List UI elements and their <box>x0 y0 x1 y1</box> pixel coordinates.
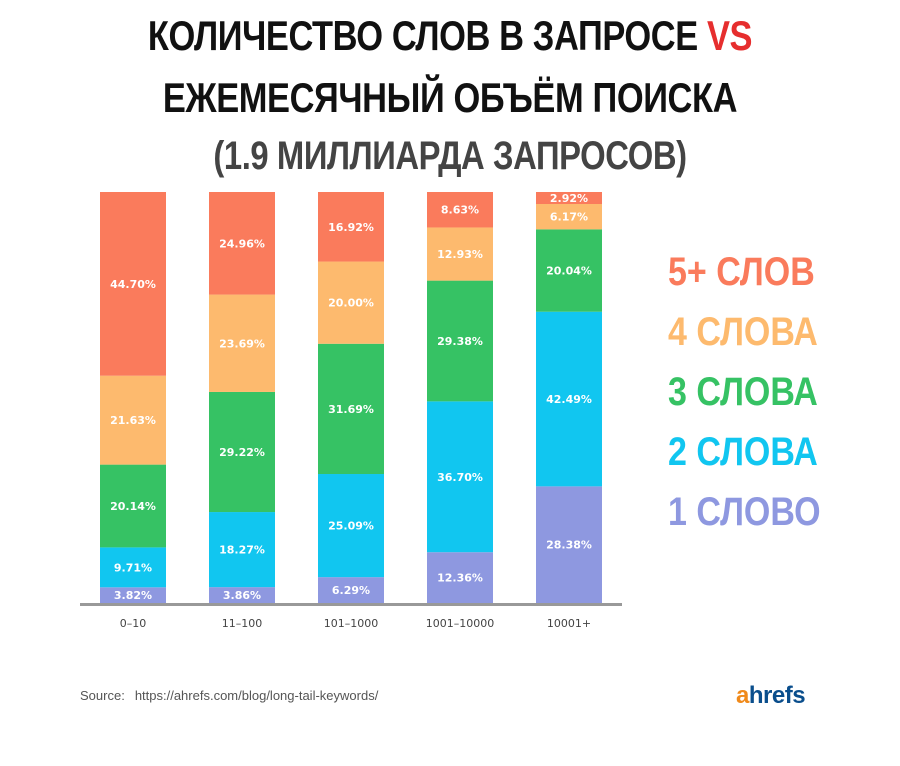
x-tick-label: 101–1000 <box>324 617 379 630</box>
data-label: 18.27% <box>219 544 265 557</box>
x-tick-label: 10001+ <box>547 617 591 630</box>
ahrefs-logo: ahrefs <box>736 682 806 710</box>
data-label: 6.29% <box>332 584 370 597</box>
data-label: 31.69% <box>328 403 374 416</box>
legend-item: 1 СЛОВО <box>668 490 821 534</box>
x-tick-label: 1001–10000 <box>426 617 495 630</box>
logo-text: hrefs <box>748 682 806 709</box>
legend-item: 4 СЛОВА <box>668 310 818 354</box>
bar-segment <box>427 280 493 402</box>
data-label: 12.36% <box>437 572 483 585</box>
legend-item: 3 СЛОВА <box>668 370 818 414</box>
chart-subtitle: (1.9 МИЛЛИАРДА ЗАПРОСОВ) <box>213 134 687 178</box>
legend-item: 5+ СЛОВ <box>668 250 815 294</box>
bar-segment <box>318 474 384 578</box>
source-note: Source: https://ahrefs.com/blog/long-tail… <box>80 688 378 703</box>
bar-segment <box>536 229 602 312</box>
bar-segment <box>536 204 602 230</box>
bar-segment <box>209 391 275 513</box>
data-label: 21.63% <box>110 414 156 427</box>
data-label: 3.82% <box>114 589 152 602</box>
bar-segment <box>427 552 493 603</box>
data-label: 36.70% <box>437 471 483 484</box>
title-vs: VS <box>706 12 753 59</box>
data-label: 20.14% <box>110 500 156 513</box>
bar-segment <box>318 343 384 475</box>
title-prefix: КОЛИЧЕСТВО СЛОВ В ЗАПРОСЕ <box>147 12 707 59</box>
bar-segment <box>427 227 493 281</box>
source-url[interactable]: https://ahrefs.com/blog/long-tail-keywor… <box>134 688 379 703</box>
bar-segment <box>100 587 166 603</box>
bar-segment <box>100 192 166 376</box>
bar-segment <box>536 311 602 487</box>
data-label: 29.38% <box>437 335 483 348</box>
bar-segment <box>209 192 275 295</box>
data-label: 8.63% <box>441 204 479 217</box>
legend-item: 2 СЛОВА <box>668 430 818 474</box>
x-tick-label: 0–10 <box>120 617 147 630</box>
bar-segment <box>209 587 275 603</box>
bar-segment <box>318 261 384 344</box>
data-label: 28.38% <box>546 539 592 552</box>
bar-segment <box>100 547 166 588</box>
bar-segment <box>100 464 166 548</box>
data-label: 42.49% <box>546 393 592 406</box>
bar-segment <box>536 192 602 205</box>
data-label: 9.71% <box>114 561 152 574</box>
data-label: 44.70% <box>110 278 156 291</box>
source-label: Source: <box>80 688 125 703</box>
bar-segment <box>209 294 275 392</box>
data-label: 12.93% <box>437 248 483 261</box>
data-label: 3.86% <box>223 589 261 602</box>
data-label: 29.22% <box>219 446 265 459</box>
chart-title-line-1: КОЛИЧЕСТВО СЛОВ В ЗАПРОСЕ VS <box>81 12 819 60</box>
bar-segment <box>427 192 493 228</box>
data-label: 25.09% <box>328 520 374 533</box>
data-label: 23.69% <box>219 337 265 350</box>
data-label: 2.92% <box>550 192 588 205</box>
chart-legend: 5+ СЛОВ 4 СЛОВА 3 СЛОВА 2 СЛОВА 1 СЛОВО <box>668 250 847 550</box>
bar-segment <box>318 192 384 262</box>
bar-segment <box>427 401 493 553</box>
chart-title-line-2: ЕЖЕМЕСЯЧНЫЙ ОБЪЁМ ПОИСКА <box>162 74 738 121</box>
logo-letter-a: a <box>736 682 749 709</box>
bar-segment <box>536 486 602 603</box>
bar-segment <box>318 577 384 603</box>
data-label: 16.92% <box>328 221 374 234</box>
bar-segment <box>209 512 275 588</box>
bar-segment <box>100 375 166 465</box>
data-label: 6.17% <box>550 211 588 224</box>
data-label: 20.04% <box>546 265 592 278</box>
data-label: 24.96% <box>219 237 265 250</box>
data-label: 20.00% <box>328 297 374 310</box>
x-tick-label: 11–100 <box>222 617 263 630</box>
